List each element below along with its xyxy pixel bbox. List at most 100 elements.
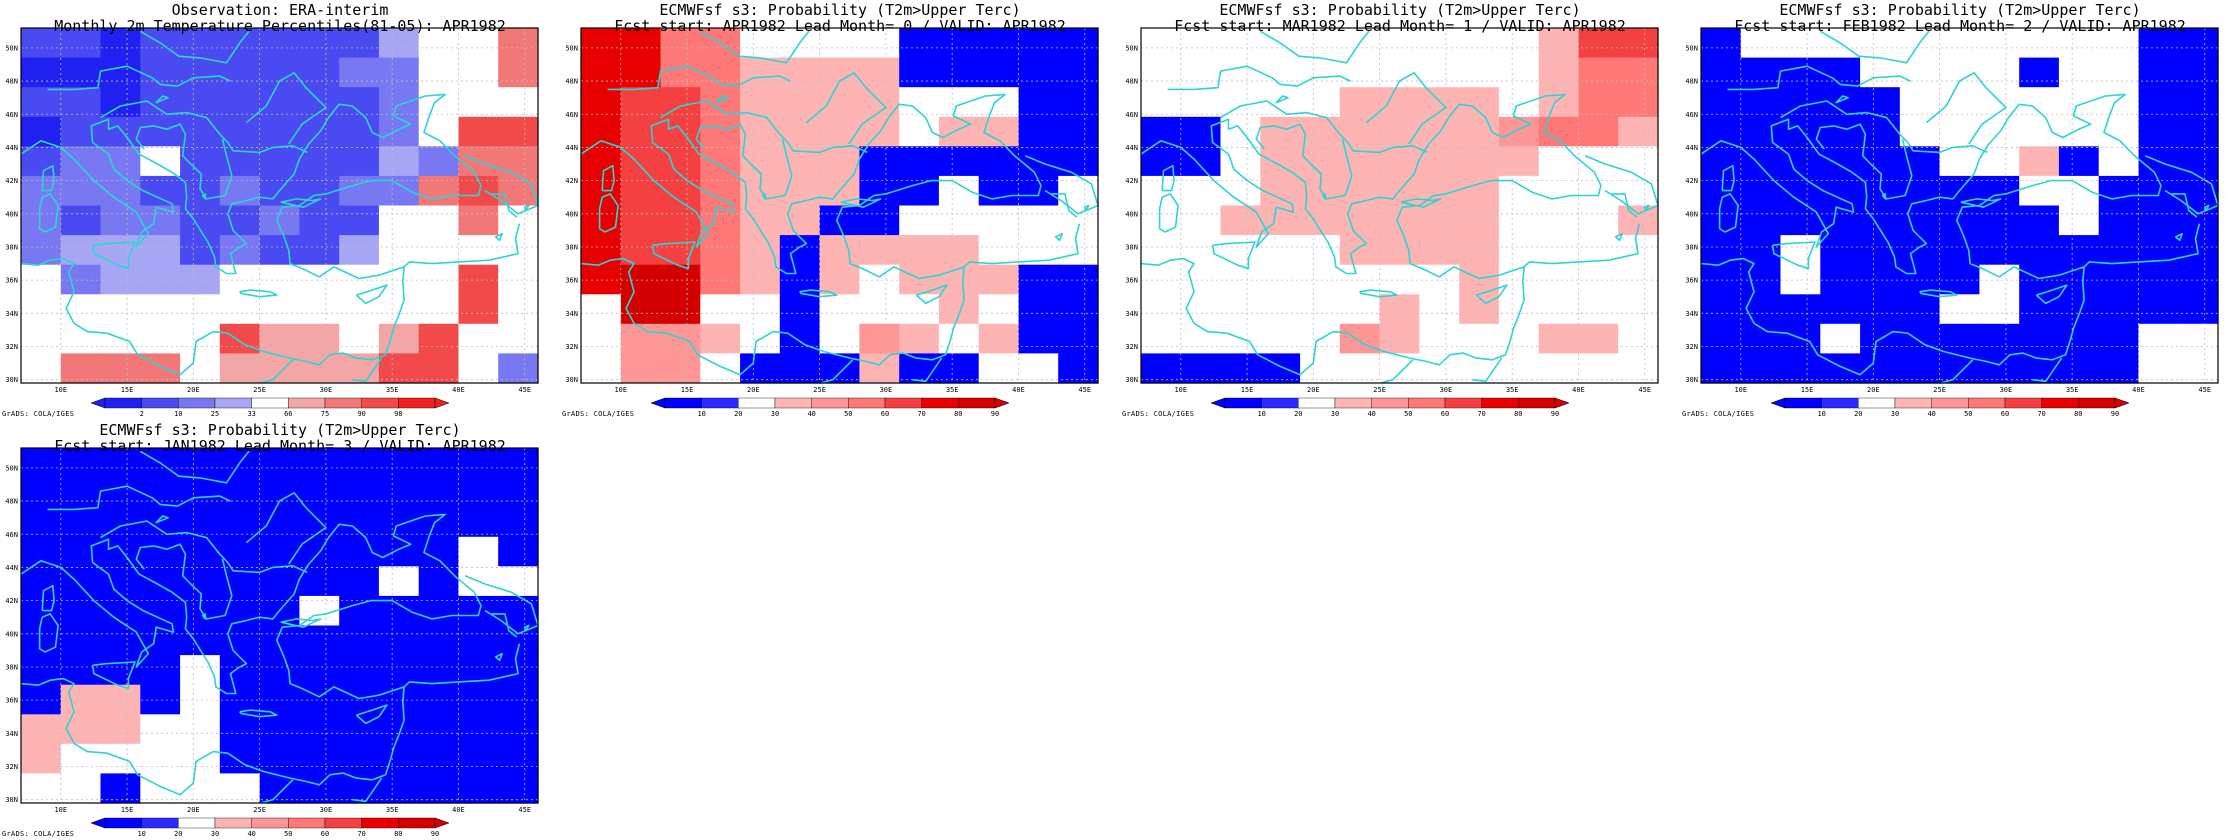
grid-cell <box>1180 353 1222 384</box>
lon-tick-label: 40E <box>452 806 465 814</box>
grid-cell <box>1339 87 1381 118</box>
grid-cell <box>1740 28 1782 59</box>
lon-tick-label: 15E <box>1801 386 1814 394</box>
grid-cell <box>100 448 141 479</box>
grid-cell <box>1939 294 1980 325</box>
coastline <box>1815 123 1913 200</box>
coastline <box>38 613 59 653</box>
grid-cell <box>2098 57 2140 88</box>
grid-cell <box>60 323 102 354</box>
grid-cell <box>1701 323 1742 354</box>
colorbar-label: 30 <box>211 830 219 838</box>
lat-tick-label: 36N <box>5 277 18 285</box>
grid-cell <box>259 87 300 118</box>
coastline <box>47 65 231 91</box>
coastlines <box>1700 30 2219 384</box>
grid-cell <box>581 28 622 59</box>
grid-cell <box>1740 205 1782 236</box>
grid-cell <box>938 294 980 325</box>
grid-cell <box>498 235 539 266</box>
coastline <box>139 30 250 64</box>
coastlines <box>20 450 539 804</box>
grid-cell <box>620 353 662 384</box>
grid-cell <box>418 477 460 508</box>
coastline <box>280 618 322 628</box>
colorbar-label: 20 <box>734 410 742 418</box>
grid-cell <box>620 205 662 236</box>
grid-cell <box>1220 116 1261 147</box>
grid-cell <box>2138 28 2179 59</box>
lon-tick-label: 10E <box>1174 386 1187 394</box>
colorbar: 10 20 30 40 50 60 70 80 90 <box>650 397 1010 418</box>
coastline <box>1365 72 1447 145</box>
grid-cell <box>1379 116 1420 147</box>
coastline <box>38 193 59 233</box>
grid-cell <box>299 323 340 354</box>
grid-cell <box>21 655 62 686</box>
grid-cell <box>899 28 940 59</box>
colorbar: 2 10 25 33 66 75 90 98 <box>90 397 450 418</box>
grid-cell <box>2098 323 2140 354</box>
lon-tick-label: 25E <box>253 386 266 394</box>
grid-cell <box>60 477 102 508</box>
colorbar-label: 90 <box>357 410 365 418</box>
grid-cell <box>299 714 340 745</box>
coastline <box>963 261 992 268</box>
grid-cell <box>1979 294 2020 325</box>
grid-cell <box>1180 323 1222 354</box>
grid-cell <box>21 116 62 147</box>
colorbar-label: 20 <box>174 830 182 838</box>
grid-cell <box>1538 205 1580 236</box>
grid-cell <box>978 116 1020 147</box>
grid-cell <box>378 507 420 538</box>
lat-tick-label: 42N <box>5 177 18 185</box>
grid-cell <box>1498 323 1540 354</box>
grid-cell <box>1419 235 1460 266</box>
grid-cell <box>378 28 420 59</box>
lake-outline <box>715 95 729 104</box>
grads-credit: GrADS: COLA/IGES <box>1122 410 1195 418</box>
grid-cell <box>1459 116 1500 147</box>
grid-cell <box>1618 323 1659 354</box>
grid-cell <box>1300 116 1341 147</box>
colorbar-swatch <box>398 817 436 829</box>
grid-cell <box>498 477 539 508</box>
grid-cell <box>620 116 662 147</box>
grid-cell <box>1701 57 1742 88</box>
panel-subtitle: Monthly 2m Temperature Percentiles(81-05… <box>54 17 506 35</box>
grid-cell <box>2019 116 2060 147</box>
grid-cell <box>140 323 181 354</box>
grid-cell <box>21 353 62 384</box>
grid-cell <box>100 205 141 236</box>
grid-cell <box>140 235 181 266</box>
grid-cell <box>100 566 141 597</box>
grid-cell <box>1860 116 1901 147</box>
grid-cell <box>458 625 499 656</box>
grid-cell <box>2019 235 2060 266</box>
grid-cell <box>1578 116 1619 147</box>
lat-tick-label: 42N <box>1685 177 1698 185</box>
colorbar-label: 40 <box>247 830 255 838</box>
grid-cell <box>378 773 420 804</box>
lake-outline <box>1275 95 1289 104</box>
grid-cell <box>1058 28 1099 59</box>
grid-cell <box>1701 146 1742 177</box>
grid-cell <box>938 235 980 266</box>
lat-tick-label: 46N <box>5 111 18 119</box>
lon-tick-label: 45E <box>1638 386 1651 394</box>
grid-cell <box>1220 205 1261 236</box>
lat-tick-label: 48N <box>1685 78 1698 86</box>
grid-cell <box>1339 235 1381 266</box>
lat-tick-label: 48N <box>5 498 18 506</box>
lon-tick-label: 30E <box>320 386 333 394</box>
grid-cell <box>140 477 181 508</box>
grid-cell <box>1260 353 1301 384</box>
coastline <box>20 513 482 796</box>
grid-cell <box>219 507 261 538</box>
colorbar-swatch <box>324 397 362 409</box>
gridlines <box>21 28 538 383</box>
grid-cell <box>339 566 380 597</box>
grid-cell <box>1780 57 1821 88</box>
grid-cell <box>60 566 102 597</box>
lake-outline <box>155 95 169 104</box>
